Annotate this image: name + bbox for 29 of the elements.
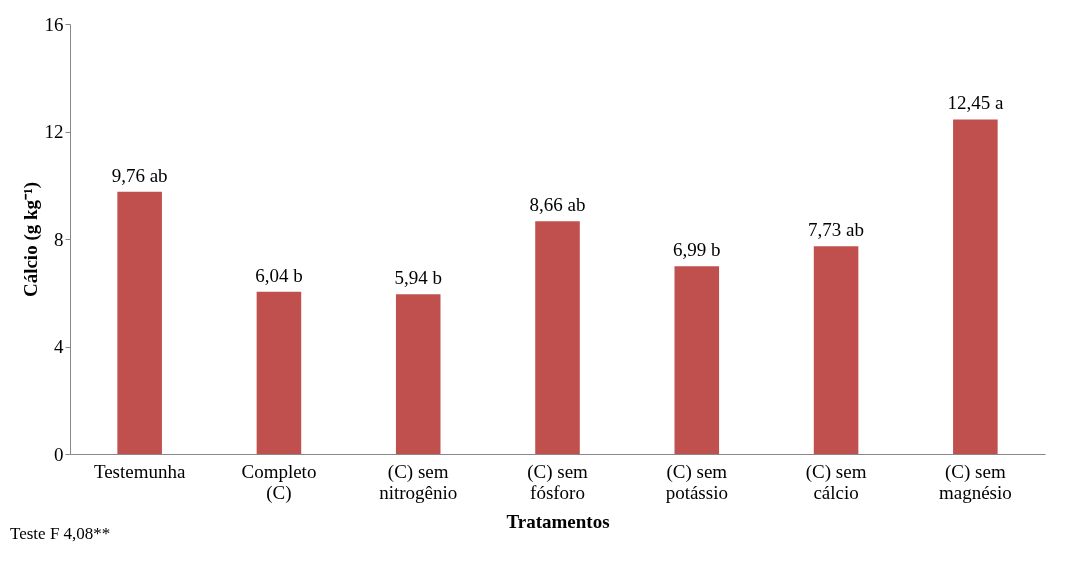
bar <box>953 119 998 454</box>
data-label: 9,76 ab <box>111 164 168 186</box>
x-axis-title: Tratamentos <box>506 510 610 532</box>
y-tick-label: 16 <box>44 13 64 35</box>
bar <box>117 191 162 454</box>
y-tick-label: 8 <box>54 228 64 250</box>
data-label: 8,66 ab <box>529 194 586 216</box>
y-tick-label: 4 <box>54 336 64 357</box>
text: Teste F 4,08** <box>10 524 111 543</box>
bar <box>813 246 859 454</box>
data-label: 12,45 a <box>947 92 1004 114</box>
data-label: 6,99 b <box>673 239 721 261</box>
y-tick-label: 12 <box>44 121 64 142</box>
y-axis-title: Cálcio (g kg⁻¹) <box>19 181 42 298</box>
bar <box>535 221 580 454</box>
data-label: 7,73 ab <box>808 219 865 241</box>
x-tick-label: (C) sem fósforo <box>527 460 589 503</box>
x-tick-label: Testemunha <box>93 460 186 482</box>
x-tick-label: Completo (C) <box>241 460 317 504</box>
data-label: 5,94 b <box>394 267 442 289</box>
bar <box>395 294 441 454</box>
bar <box>674 266 720 454</box>
x-tick-label: (C) sem cálcio <box>805 460 867 503</box>
x-tick-label: (C) sem nitrogênio <box>379 460 458 503</box>
data-label: 6,04 b <box>255 264 303 286</box>
x-tick-label: (C) sem potássio <box>665 460 728 503</box>
bar <box>256 291 302 454</box>
x-tick-label: (C) sem magnésio <box>938 460 1012 503</box>
y-tick-label: 0 <box>54 443 64 465</box>
